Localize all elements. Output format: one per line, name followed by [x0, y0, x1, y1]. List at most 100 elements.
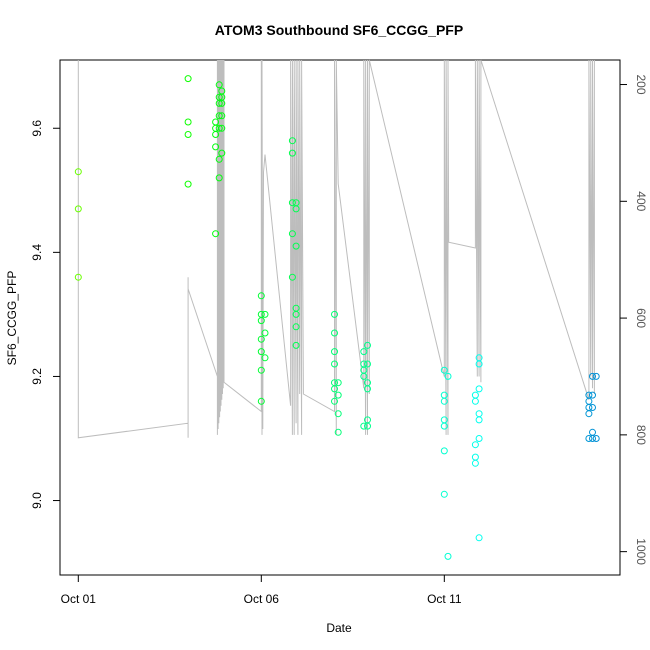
- data-point: [334, 428, 342, 436]
- data-point: [215, 99, 223, 107]
- data-point: [184, 118, 192, 126]
- data-point: [288, 273, 296, 281]
- y-tick-label: 9.0: [30, 492, 44, 509]
- data-point: [331, 329, 338, 337]
- data-point: [331, 310, 338, 318]
- data-point: [589, 428, 596, 436]
- data-point: [440, 397, 448, 405]
- data-point: [440, 422, 448, 430]
- data-point: [261, 329, 269, 337]
- data-point: [331, 360, 338, 368]
- data-point: [331, 385, 338, 393]
- data-point: [475, 435, 483, 442]
- data-point: [331, 397, 338, 405]
- data-point: [257, 317, 265, 325]
- data-point: [585, 435, 593, 442]
- data-point: [257, 366, 265, 374]
- data-point: [292, 341, 300, 349]
- data-point: [360, 348, 368, 356]
- data-point: [292, 242, 300, 250]
- data-point: [471, 397, 479, 405]
- y2-tick-label: 600: [634, 308, 648, 328]
- data-point: [292, 323, 300, 331]
- data-point: [288, 199, 296, 207]
- data-point: [592, 372, 600, 380]
- data-point: [475, 416, 483, 424]
- altitude-line: [77, 59, 595, 439]
- x-tick-label: Oct 11: [427, 592, 462, 606]
- data-point: [74, 273, 82, 281]
- data-point: [475, 534, 483, 542]
- data-point: [364, 360, 371, 368]
- data-point: [360, 422, 368, 430]
- data-point: [184, 180, 192, 188]
- data-point: [475, 385, 483, 393]
- data-point: [592, 435, 600, 442]
- data-point: [212, 131, 220, 138]
- data-point: [471, 391, 479, 399]
- data-point: [292, 310, 300, 318]
- data-point: [288, 149, 296, 157]
- data-point: [212, 143, 220, 151]
- data-point: [215, 155, 223, 163]
- data-point: [364, 341, 371, 349]
- data-point: [257, 292, 265, 300]
- data-point: [589, 372, 596, 380]
- y-tick-label: 9.4: [30, 244, 44, 261]
- data-point: [212, 230, 220, 238]
- data-point: [74, 205, 82, 213]
- data-point: [440, 366, 448, 374]
- data-point: [364, 422, 371, 430]
- x-axis: Oct 01 Oct 06 Oct 11: [61, 575, 462, 606]
- data-point: [261, 310, 269, 318]
- y2-tick-label: 800: [634, 425, 648, 445]
- x-tick-label: Oct 06: [244, 592, 280, 606]
- x-tick-label: Oct 01: [61, 592, 97, 606]
- data-point: [475, 410, 483, 418]
- y2-tick-label: 400: [634, 191, 648, 211]
- data-point: [589, 435, 596, 442]
- data-point: [218, 149, 226, 157]
- y-axis-label: SF6_CCGG_PFP: [5, 271, 19, 366]
- data-point: [589, 391, 596, 399]
- data-point: [215, 124, 223, 132]
- data-point: [471, 459, 479, 467]
- data-point: [444, 552, 452, 560]
- x-axis-label: Date: [326, 621, 352, 635]
- y-tick-label: 9.2: [30, 368, 44, 385]
- data-point: [334, 391, 342, 399]
- y-axis: 9.0 9.2 9.4 9.6: [30, 120, 60, 509]
- data-point: [334, 379, 342, 387]
- data-point: [288, 137, 296, 145]
- altitude-track: [77, 59, 595, 439]
- data-point: [257, 397, 265, 405]
- data-point: [334, 410, 342, 418]
- data-point: [364, 385, 371, 393]
- data-point: [184, 131, 192, 138]
- data-point: [471, 441, 479, 449]
- data-point: [218, 99, 226, 107]
- chart-title: ATOM3 Southbound SF6_CCGG_PFP: [215, 22, 463, 38]
- data-point: [288, 230, 296, 238]
- data-point: [215, 112, 223, 120]
- plot-frame: [59, 59, 621, 576]
- data-point: [440, 490, 448, 498]
- y2-tick-label: 200: [634, 75, 648, 95]
- data-point: [440, 447, 448, 455]
- data-point: [475, 360, 483, 368]
- data-point: [218, 124, 226, 132]
- data-point: [585, 410, 593, 418]
- data-point: [184, 75, 192, 83]
- data-point: [218, 112, 226, 120]
- data-point: [331, 348, 338, 356]
- data-point: [471, 453, 479, 461]
- y2-axis: 200 400 600 800 1000: [620, 75, 648, 565]
- data-points: [74, 75, 600, 560]
- data-point: [360, 372, 368, 380]
- data-point: [257, 335, 265, 343]
- data-point: [261, 354, 269, 362]
- data-point: [589, 404, 596, 411]
- data-point: [215, 81, 223, 89]
- data-point: [257, 348, 265, 356]
